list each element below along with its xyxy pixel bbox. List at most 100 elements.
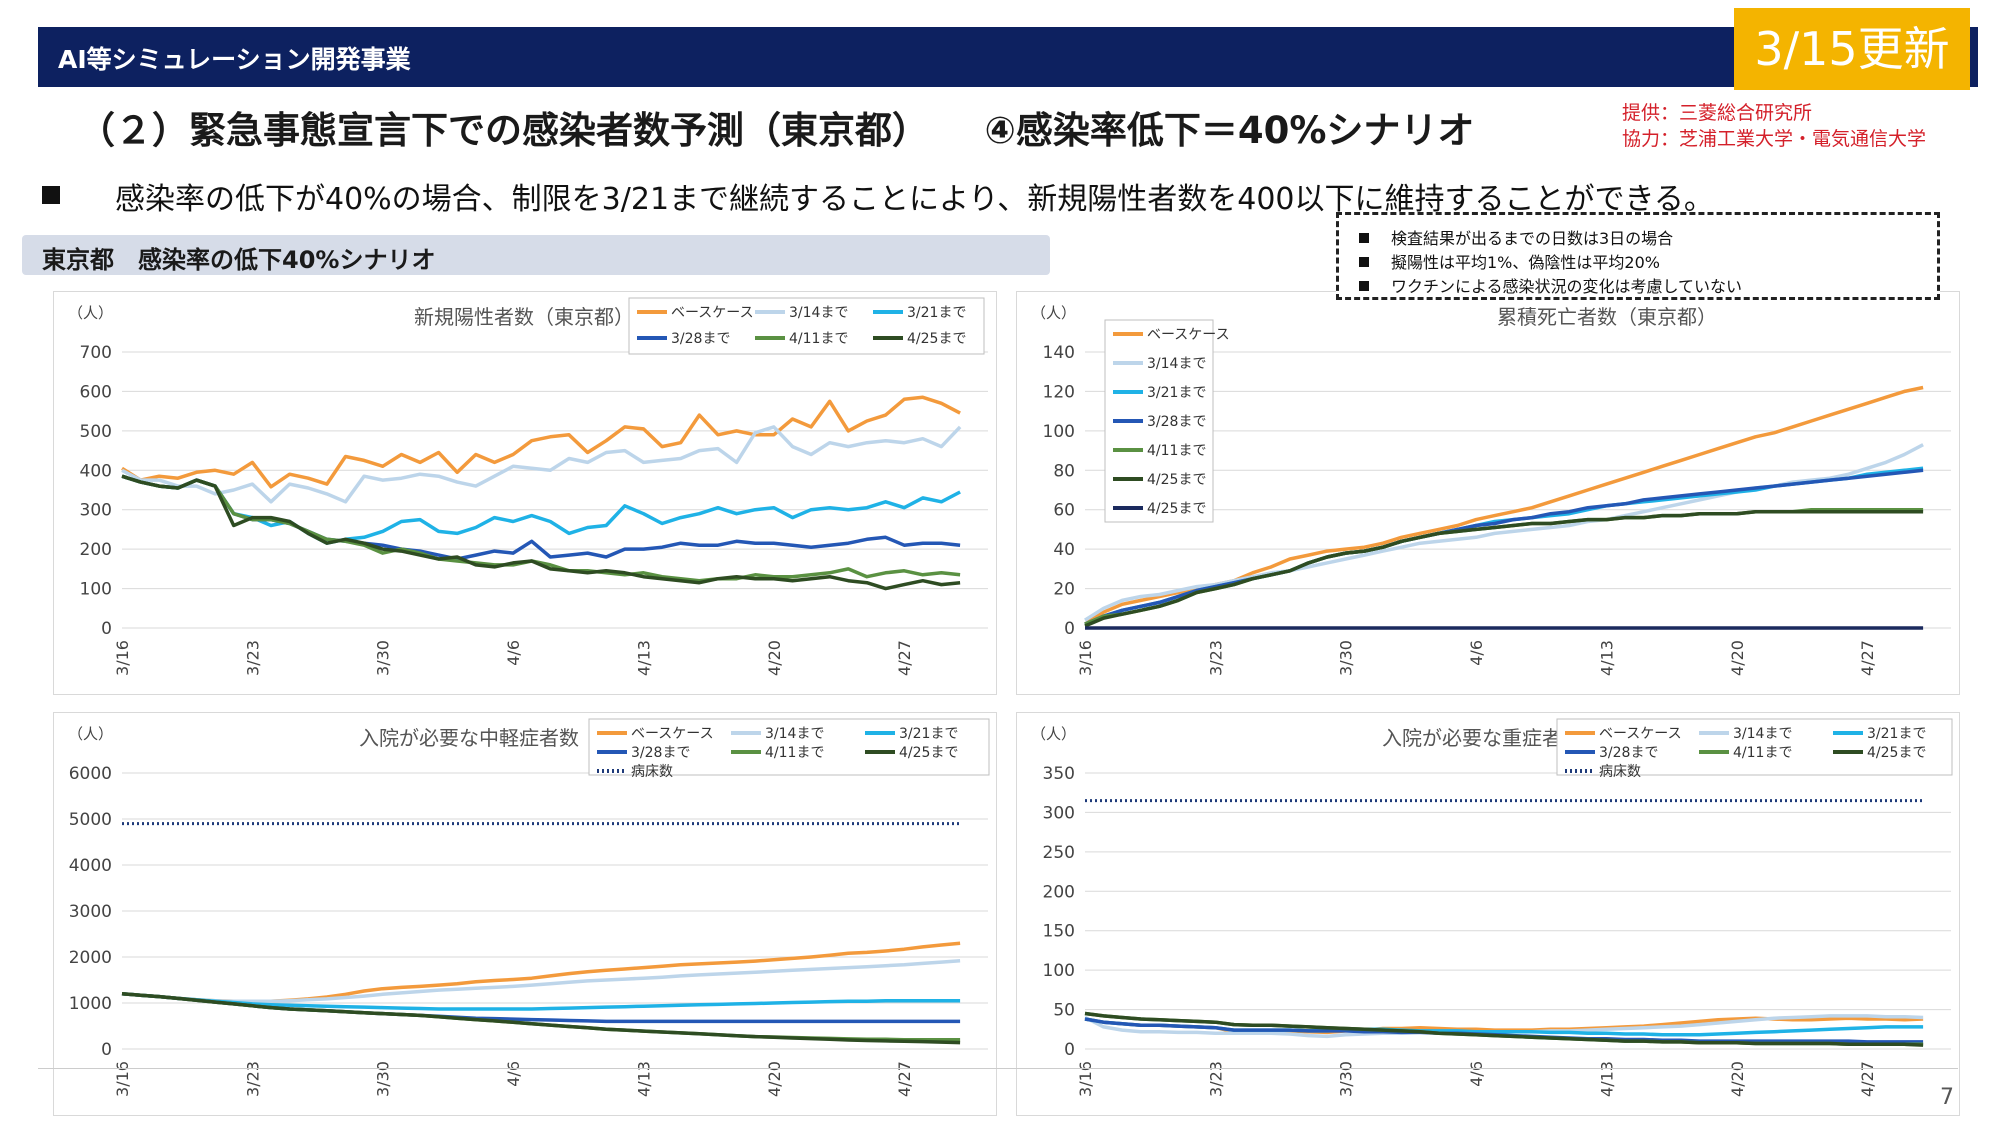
y-tick-label: 0	[101, 1040, 112, 1060]
y-tick-label: 120	[1043, 382, 1075, 402]
bullet-square-icon	[1359, 233, 1369, 243]
legend-label: 4/25まで	[1147, 472, 1206, 488]
legend-label: 4/25まで	[907, 331, 966, 347]
legend-label: 4/25まで	[1147, 501, 1206, 517]
series-line	[121, 395, 961, 489]
y-tick-label: 0	[101, 619, 112, 639]
chart-severe-inpatients: 0 50 100 150 200 250 300 350 （人） 3/16 3/23 3/30 4/6 4…	[1016, 712, 1960, 1116]
chart-title: 新規陽性者数（東京都）	[414, 305, 634, 329]
legend-box	[1556, 718, 1953, 776]
chart-svg: 0 50 100 150 200 250 300 350 （人） 3/16 3/23 3/30 4/6 4…	[1031, 718, 1953, 1097]
series-line	[1084, 509, 1924, 628]
legend-label: 3/28まで	[1147, 414, 1206, 430]
y-tick-label: 50	[1053, 1001, 1075, 1021]
y-tick-label: 1000	[69, 994, 112, 1014]
slide-title: （２）緊急事態宣言下での感染者数予測（東京都） ④感染率低下＝40%シナリオ	[78, 109, 1475, 152]
legend-label: 3/28まで	[1599, 745, 1658, 761]
legend-label: 3/21まで	[1867, 726, 1926, 742]
x-tick-label: 4/20	[765, 640, 784, 676]
legend-label: ベースケース	[1599, 726, 1682, 742]
x-tick-label: 4/6	[1467, 640, 1486, 666]
legend-label: 3/21まで	[899, 726, 958, 742]
assumptions-note: 検査結果が出るまでの日数は3日の場合 擬陽性は平均1%、偽陰性は平均20% ワク…	[1336, 212, 1940, 300]
chart-new-positives: 0 100 200 300 400 500 600 700 （人） 3/16 3/23 3/30 4/6…	[53, 291, 997, 695]
x-tick-label: 3/16	[1076, 640, 1095, 676]
x-tick-label: 4/13	[634, 640, 653, 676]
x-tick-label: 3/23	[1206, 1061, 1225, 1097]
legend-label: 3/14まで	[765, 726, 824, 742]
y-tick-label: 100	[80, 580, 112, 600]
legend-label: 4/11まで	[765, 745, 824, 761]
chart-title: 累積死亡者数（東京都）	[1497, 305, 1717, 329]
legend-label: 病床数	[1599, 764, 1641, 780]
legend-label: 3/14まで	[789, 305, 848, 321]
x-tick-label: 4/6	[504, 1061, 523, 1087]
bullet-square-icon	[1359, 281, 1369, 291]
x-tick-label: 3/30	[1337, 1061, 1356, 1097]
y-tick-label: 200	[1043, 882, 1075, 902]
y-tick-label: 60	[1053, 501, 1075, 521]
y-axis-unit: （人）	[1031, 725, 1076, 743]
y-tick-label: 2000	[69, 948, 112, 968]
series-line	[1084, 1011, 1924, 1047]
page-number: 7	[1940, 1085, 1954, 1110]
x-tick-label: 3/30	[374, 640, 393, 676]
y-tick-label: 500	[80, 422, 112, 442]
note-item: 擬陽性は平均1%、偽陰性は平均20%	[1359, 249, 1660, 273]
credit-provider: 提供：三菱総合研究所	[1622, 102, 1813, 124]
section-tab: 東京都 感染率の低下40%シナリオ	[22, 235, 1050, 275]
y-tick-label: 300	[80, 501, 112, 521]
y-tick-label: 80	[1053, 461, 1075, 481]
note-item: ワクチンによる感染状況の変化は考慮していない	[1359, 273, 1742, 297]
y-tick-label: 40	[1053, 540, 1075, 560]
y-tick-label: 250	[1043, 843, 1075, 863]
x-tick-label: 3/23	[243, 1061, 262, 1097]
x-tick-label: 4/20	[1728, 1061, 1747, 1097]
y-tick-label: 0	[1064, 1040, 1075, 1060]
chart-svg: 0 20 40 60 80 100 120 140 （人） 3/16 3/23 3/30 4/6 4/13…	[1031, 304, 1951, 676]
bullet-square-icon	[42, 186, 60, 204]
legend-label: 3/14まで	[1733, 726, 1792, 742]
legend-label: 3/21まで	[907, 305, 966, 321]
series-line	[121, 958, 961, 1003]
chart-cumulative-deaths: 0 20 40 60 80 100 120 140 （人） 3/16 3/23 3/30 4/6 4/13…	[1016, 291, 1960, 695]
x-tick-label: 4/27	[1858, 1061, 1877, 1097]
header-bar	[38, 27, 1978, 87]
y-tick-label: 140	[1043, 343, 1075, 363]
legend-label: 3/28まで	[631, 745, 690, 761]
update-badge: 3/15更新	[1734, 8, 1970, 90]
chart-svg: 0 1000 2000 3000 4000 5000 6000 （人） 3/16 3/23 3/30…	[68, 718, 990, 1097]
series-line	[121, 425, 962, 504]
x-tick-label: 3/30	[1337, 640, 1356, 676]
note-text: 検査結果が出るまでの日数は3日の場合	[1391, 229, 1674, 248]
y-tick-label: 400	[80, 461, 112, 481]
legend-box	[628, 297, 985, 355]
x-tick-label: 3/23	[243, 640, 262, 676]
y-tick-label: 6000	[69, 764, 112, 784]
y-axis-unit: （人）	[1031, 304, 1076, 322]
bullet-square-icon	[1359, 257, 1369, 267]
x-tick-label: 3/16	[113, 1061, 132, 1097]
note-text: ワクチンによる感染状況の変化は考慮していない	[1391, 277, 1743, 296]
legend-label: 4/11まで	[789, 331, 848, 347]
x-tick-label: 3/30	[374, 1061, 393, 1097]
y-tick-label: 700	[80, 343, 112, 363]
y-tick-label: 5000	[69, 810, 112, 830]
legend-box	[588, 718, 990, 776]
legend-label: 4/25まで	[899, 745, 958, 761]
note-item: 検査結果が出るまでの日数は3日の場合	[1359, 225, 1673, 249]
legend-label: 3/28まで	[671, 331, 730, 347]
legend-label: ベースケース	[631, 726, 714, 742]
x-tick-label: 4/27	[895, 640, 914, 676]
y-tick-label: 350	[1043, 764, 1075, 784]
y-tick-label: 600	[80, 382, 112, 402]
y-tick-label: 3000	[69, 902, 112, 922]
y-tick-label: 150	[1043, 922, 1075, 942]
x-tick-label: 4/27	[895, 1061, 914, 1097]
chart-svg: 0 100 200 300 400 500 600 700 （人） 3/16 3/23 3/30 4/6…	[68, 297, 988, 676]
footer-divider	[38, 1068, 1958, 1069]
x-tick-label: 3/16	[113, 640, 132, 676]
x-tick-label: 4/27	[1858, 640, 1877, 676]
x-tick-label: 3/23	[1206, 640, 1225, 676]
series-line	[121, 941, 961, 1003]
